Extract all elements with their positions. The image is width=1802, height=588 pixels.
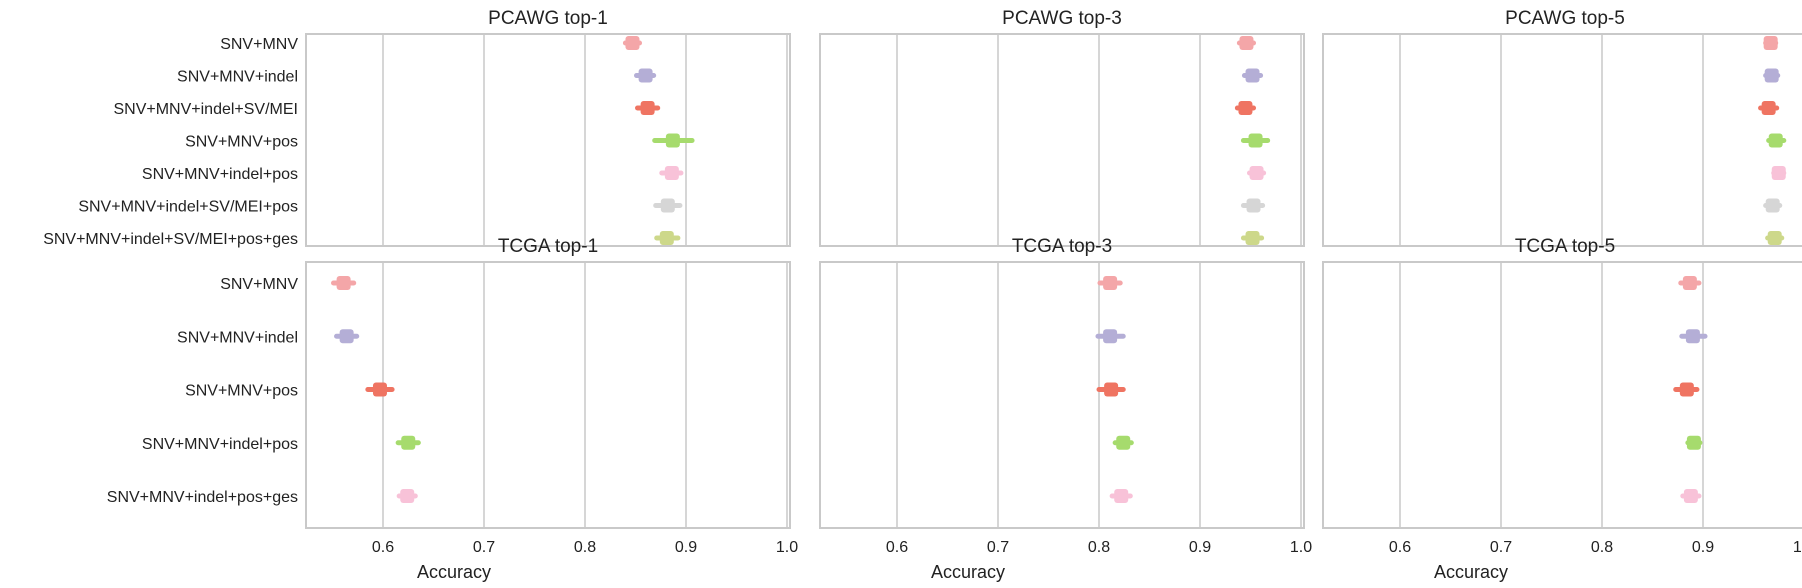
- data-point: [1764, 68, 1779, 83]
- category-label: SNV+MNV+pos: [185, 383, 298, 400]
- category-label: SNV+MNV+indel+pos: [142, 436, 298, 453]
- data-point: [1767, 231, 1782, 245]
- x-tick-label: 0.7: [1490, 539, 1512, 556]
- data-point: [372, 382, 387, 397]
- data-point: [640, 101, 655, 115]
- data-point: [1239, 36, 1254, 50]
- x-axis-label: Accuracy: [931, 562, 1005, 582]
- panel-frame: [1322, 261, 1802, 529]
- data-point: [1238, 101, 1253, 115]
- data-point: [1245, 231, 1260, 245]
- x-tick-label: 0.6: [886, 539, 908, 556]
- x-tick-label: 0.7: [473, 539, 495, 556]
- category-label: SNV+MNV+indel+SV/MEI+pos: [78, 199, 298, 216]
- data-point: [400, 489, 415, 503]
- data-point: [660, 198, 675, 213]
- data-point: [664, 166, 679, 180]
- category-label: SNV+MNV+pos: [185, 134, 298, 151]
- data-point: [659, 231, 674, 245]
- x-tick-label: 0.8: [574, 539, 596, 556]
- panel-0: PCAWG top-1 SNV+MNV SNV+MNV+indel SNV+MNV+i…: [43, 8, 791, 248]
- data-point: [1104, 382, 1119, 397]
- data-point: [1116, 435, 1131, 450]
- panel-frame: [305, 33, 791, 247]
- data-point: [1249, 166, 1264, 180]
- data-point: [1763, 36, 1778, 50]
- panel-title: PCAWG top-1: [488, 8, 608, 29]
- panel-2: PCAWG top-5: [1322, 8, 1802, 247]
- panel-title: TCGA top-1: [498, 236, 598, 257]
- x-axis-label: Accuracy: [417, 562, 491, 582]
- data-point: [1114, 489, 1129, 503]
- data-point: [1245, 68, 1260, 83]
- data-point: [1246, 198, 1261, 213]
- category-label: SNV+MNV: [220, 36, 298, 53]
- x-tick-label: 0.8: [1088, 539, 1110, 556]
- data-point: [1768, 133, 1783, 148]
- x-tick-label: 0.9: [1189, 539, 1211, 556]
- data-point: [665, 133, 680, 148]
- x-tick-label: 0.6: [372, 539, 394, 556]
- panel-title: TCGA top-5: [1515, 236, 1615, 257]
- data-point: [1771, 166, 1786, 180]
- x-tick-label: 0.9: [1692, 539, 1714, 556]
- category-label: SNV+MNV+indel: [177, 69, 298, 86]
- data-point: [1248, 133, 1263, 148]
- category-label: SNV+MNV+indel+SV/MEI: [113, 101, 298, 118]
- category-label: SNV+MNV+indel+SV/MEI+pos+ges: [43, 231, 298, 248]
- panel-5: TCGA top-5 0.6 0.7 0.8 0.9 1.0 Accuracy: [1322, 236, 1802, 582]
- data-point: [1683, 489, 1698, 503]
- x-tick-label: 0.8: [1591, 539, 1613, 556]
- x-tick-label: 0.6: [1389, 539, 1411, 556]
- panel-frame: [1322, 33, 1802, 247]
- x-tick-label: 0.7: [987, 539, 1009, 556]
- category-label: SNV+MNV+indel+pos+ges: [107, 489, 298, 506]
- data-point: [336, 276, 351, 290]
- data-point: [625, 36, 640, 50]
- data-point: [1686, 435, 1701, 450]
- panel-title: PCAWG top-3: [1002, 8, 1122, 29]
- data-point: [1761, 101, 1776, 115]
- x-axis-label: Accuracy: [1434, 562, 1508, 582]
- data-point: [1103, 276, 1118, 290]
- x-tick-label: 0.9: [675, 539, 697, 556]
- data-point: [1103, 329, 1118, 344]
- data-point: [1685, 329, 1700, 344]
- x-tick-label: 1.0: [776, 539, 798, 556]
- data-point: [1765, 198, 1780, 213]
- data-point: [638, 68, 653, 83]
- panel-1: PCAWG top-3: [819, 8, 1305, 247]
- panel-3: TCGA top-1 SNV+MNV SNV+MNV+indel SNV+MNV+po…: [107, 236, 798, 582]
- panel-4: TCGA top-3 0.6 0.7 0.8 0.9 1.0 Accuracy: [819, 236, 1312, 582]
- x-tick-label: 1.0: [1290, 539, 1312, 556]
- panel-title: PCAWG top-5: [1505, 8, 1625, 29]
- data-point: [339, 329, 354, 344]
- panel-frame: [305, 261, 791, 529]
- panel-title: TCGA top-3: [1012, 236, 1112, 257]
- category-label: SNV+MNV+indel: [177, 329, 298, 346]
- data-point: [1682, 276, 1697, 290]
- category-label: SNV+MNV: [220, 276, 298, 293]
- data-point: [401, 435, 416, 450]
- x-tick-label: 1.0: [1793, 539, 1802, 556]
- category-label: SNV+MNV+indel+pos: [142, 166, 298, 183]
- data-point: [1679, 382, 1694, 397]
- panel-frame: [819, 33, 1305, 247]
- panel-frame: [819, 261, 1305, 529]
